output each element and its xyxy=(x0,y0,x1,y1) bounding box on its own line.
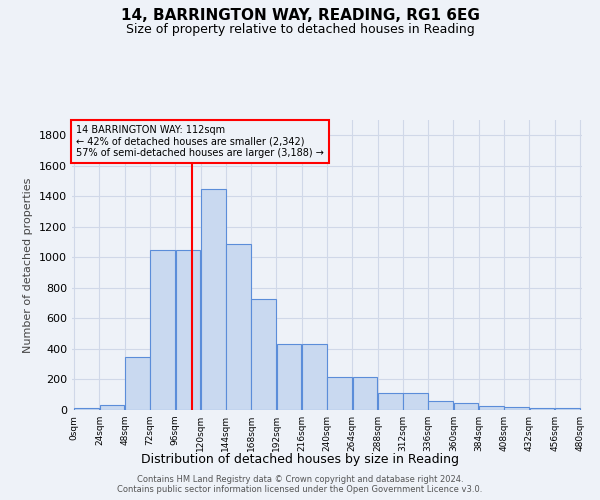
Bar xyxy=(302,344,327,410)
Bar xyxy=(277,344,301,410)
Bar xyxy=(226,244,251,410)
Text: 14 BARRINGTON WAY: 112sqm
← 42% of detached houses are smaller (2,342)
57% of se: 14 BARRINGTON WAY: 112sqm ← 42% of detac… xyxy=(76,124,324,158)
Bar xyxy=(454,403,478,410)
Bar xyxy=(479,406,504,410)
Bar xyxy=(530,408,554,410)
Bar xyxy=(125,356,150,410)
Bar xyxy=(403,393,428,410)
Bar xyxy=(555,408,580,410)
Bar xyxy=(504,407,529,410)
Bar xyxy=(251,298,276,410)
Text: Size of property relative to detached houses in Reading: Size of property relative to detached ho… xyxy=(125,22,475,36)
Text: Contains HM Land Registry data © Crown copyright and database right 2024.
Contai: Contains HM Land Registry data © Crown c… xyxy=(118,474,482,494)
Bar xyxy=(327,377,352,410)
Bar xyxy=(353,377,377,410)
Text: Distribution of detached houses by size in Reading: Distribution of detached houses by size … xyxy=(141,452,459,466)
Text: 14, BARRINGTON WAY, READING, RG1 6EG: 14, BARRINGTON WAY, READING, RG1 6EG xyxy=(121,8,479,22)
Bar xyxy=(428,401,453,410)
Bar xyxy=(100,406,124,410)
Bar xyxy=(378,393,403,410)
Bar xyxy=(74,408,99,410)
Bar xyxy=(176,250,200,410)
Bar xyxy=(201,188,226,410)
Bar xyxy=(150,250,175,410)
Y-axis label: Number of detached properties: Number of detached properties xyxy=(23,178,34,352)
